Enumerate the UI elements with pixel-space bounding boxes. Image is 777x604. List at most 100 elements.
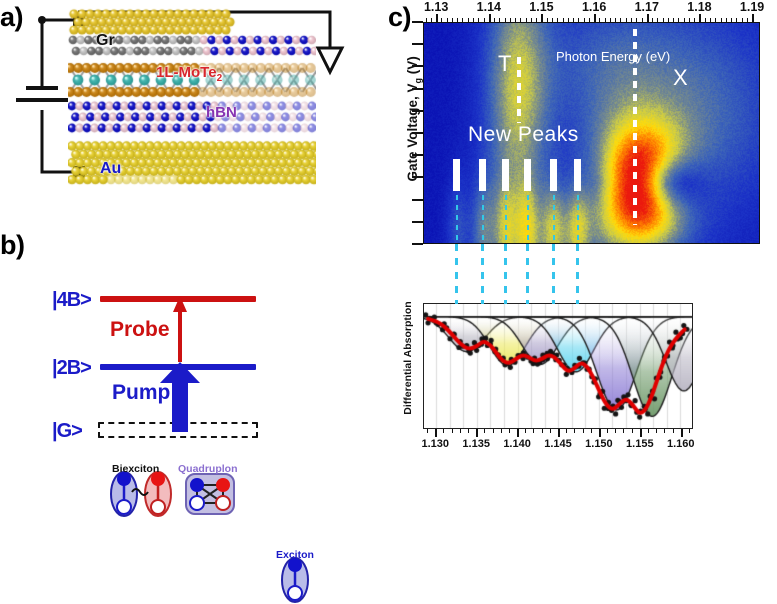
- transition-label-pump: Pump: [112, 381, 171, 404]
- spec-xtick-minor: [672, 429, 674, 433]
- map-xtick-minor: [615, 18, 617, 23]
- map-xtick-minor: [430, 18, 432, 23]
- map-xtick-minor: [704, 18, 706, 23]
- map-xtick-minor: [688, 18, 690, 23]
- map-xtick-minor: [625, 18, 627, 23]
- panel-c-label: c): [388, 2, 412, 32]
- map-xtick-minor: [604, 18, 606, 23]
- map-xtick-minor: [694, 18, 696, 23]
- spectrum-canvas: [424, 304, 692, 428]
- map-xtick-minor: [583, 18, 585, 23]
- map-xtick-minor: [457, 18, 459, 23]
- map-ytick-5: [412, 132, 423, 134]
- spec-xtick-major-6: [680, 429, 683, 437]
- new-peak-dash-4: [526, 195, 529, 243]
- spec-xtick-minor: [590, 429, 592, 433]
- map-xtick-minor: [673, 18, 675, 23]
- map-xtick-major-0: [436, 14, 439, 23]
- map-xtick-minor: [515, 18, 517, 23]
- trion-dashed-line: [516, 57, 521, 123]
- map-xtick-minor: [630, 18, 632, 23]
- transition-label-probe: Probe: [110, 318, 170, 341]
- map-xtick-major-1: [488, 14, 491, 23]
- transition-arrows: [160, 296, 200, 432]
- map-xtick-major-3: [594, 14, 597, 23]
- spectrum-plot-area: [423, 303, 693, 429]
- spec-xtick-minor: [525, 429, 527, 433]
- map-xtick-minor: [667, 18, 669, 23]
- map-xticklabel-0: 1.13: [423, 0, 449, 14]
- map-ytick-4: [412, 109, 423, 112]
- spec-xtick-major-5: [639, 429, 642, 437]
- spec-xtick-minor: [582, 429, 584, 433]
- spec-xtick-minor: [607, 429, 609, 433]
- map-ytick-8: [412, 198, 423, 201]
- spec-xtick-minor: [459, 429, 461, 433]
- spec-xticklabel-4: 1.150: [585, 438, 613, 450]
- spec-xtick-minor: [688, 429, 690, 433]
- new-peak-marker-2: [478, 159, 486, 191]
- layer-label-au: Au: [100, 160, 122, 177]
- atomic-layers-canvas: [68, 8, 316, 188]
- map-xtick-minor: [573, 18, 575, 23]
- heatmap-canvas: [424, 23, 759, 243]
- spectrum-y-axis-label: Differential Absorption: [402, 301, 414, 415]
- map-xtick-minor: [478, 18, 480, 23]
- caption-quadruplon: Quadruplon: [178, 463, 238, 475]
- new-peak-marker-5: [550, 159, 557, 191]
- spec-xtick-minor: [484, 429, 486, 433]
- map-xtick-minor: [683, 18, 685, 23]
- spec-xticklabel-5: 1.155: [626, 438, 654, 450]
- map-xtick-minor: [741, 18, 743, 23]
- map-xticklabel-2: 1.15: [529, 0, 554, 14]
- peak-connector-1: [454, 244, 458, 304]
- map-xtick-minor: [731, 18, 733, 23]
- new-peak-marker-4: [523, 159, 531, 191]
- peak-connector-4: [525, 244, 529, 304]
- spec-xtick-minor: [631, 429, 633, 433]
- map-xtick-minor: [725, 18, 727, 23]
- map-xtick-minor: [483, 18, 485, 23]
- map-xtick-major-4: [646, 14, 649, 23]
- spec-xtick-minor: [451, 429, 453, 433]
- map-xtick-minor: [446, 18, 448, 23]
- spec-xtick-minor: [549, 429, 551, 433]
- spec-xtick-minor: [664, 429, 666, 433]
- map-xtick-minor: [657, 18, 659, 23]
- map-xtick-minor: [662, 18, 664, 23]
- level-line-4b: [100, 296, 256, 302]
- heterostructure-stack: Gr 1L-MoTe2 hBN Au: [68, 8, 316, 188]
- spec-xtick-minor: [508, 429, 510, 433]
- map-xtick-minor: [425, 18, 427, 23]
- spec-xtick-minor: [566, 429, 568, 433]
- map-xtick-minor: [451, 18, 453, 23]
- map-xtick-minor: [509, 18, 511, 23]
- spec-xtick-minor: [443, 429, 445, 433]
- exciton-icon: [281, 557, 309, 603]
- spec-xtick-major-1: [476, 429, 479, 437]
- map-xtick-minor: [578, 18, 580, 23]
- map-xtick-minor: [567, 18, 569, 23]
- panel-a-device-schematic: a) Gr 1L-MoTe2 hBN Au: [0, 0, 390, 226]
- map-xtick-minor: [520, 18, 522, 23]
- map-x-axis-label: Photon Energy (eV): [556, 49, 671, 64]
- peak-connector-5: [552, 244, 555, 304]
- new-peak-dash-2: [481, 195, 484, 243]
- layer-label-graphene: Gr: [96, 32, 115, 49]
- map-ytick-6: [412, 154, 423, 157]
- map-xtick-minor: [746, 18, 748, 23]
- map-xtick-minor: [525, 18, 527, 23]
- map-xtick-minor: [715, 18, 717, 23]
- spec-xtick-minor: [427, 429, 429, 433]
- spec-xtick-minor: [541, 429, 543, 433]
- spec-xtick-minor: [648, 429, 649, 433]
- map-xtick-minor: [499, 18, 501, 23]
- new-peak-dash-6: [576, 195, 579, 243]
- map-xtick-minor: [473, 18, 475, 23]
- map-xtick-minor: [652, 18, 654, 23]
- map-ytick-0: [412, 21, 423, 23]
- exciton-dashed-line: [632, 29, 637, 225]
- map-xticklabel-3: 1.16: [581, 0, 607, 14]
- new-peak-dash-5: [553, 195, 555, 243]
